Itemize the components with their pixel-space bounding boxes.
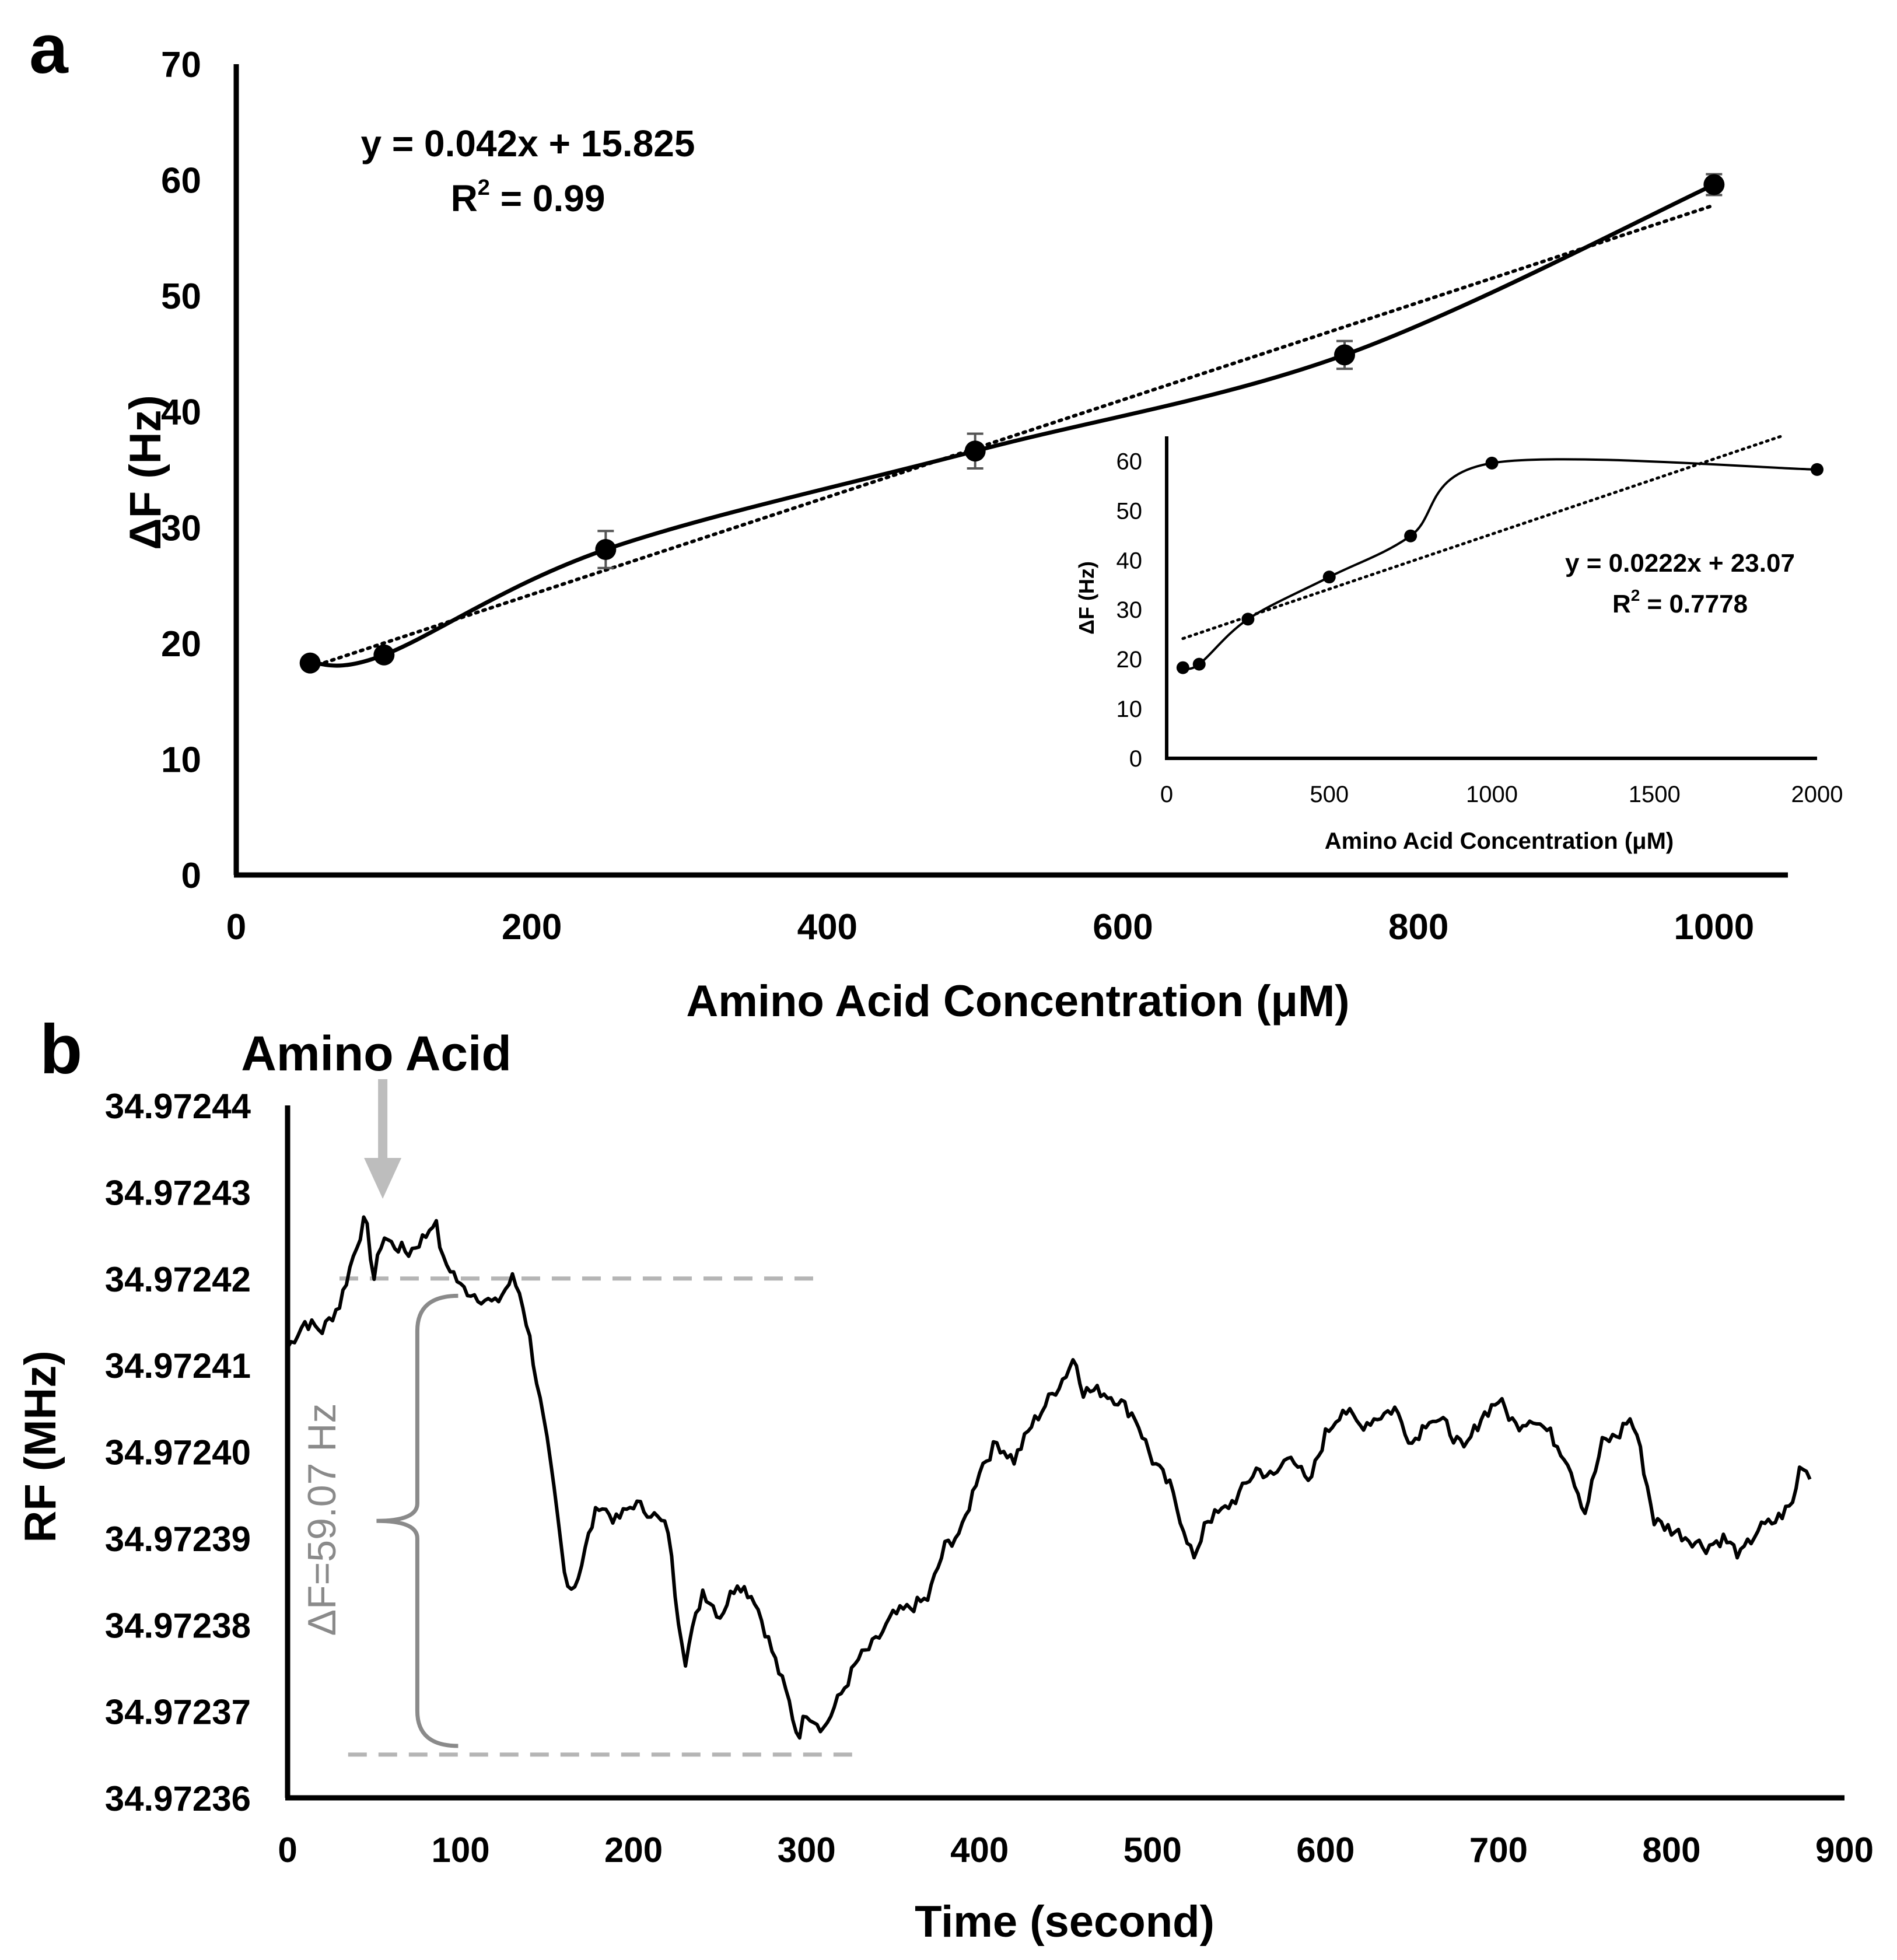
inset-ytick-label: 50 xyxy=(1116,498,1143,524)
inset-ytick-label: 40 xyxy=(1116,548,1143,573)
chart-a-xtick-label: 800 xyxy=(1388,907,1448,947)
chart-b-xtick-label: 200 xyxy=(604,1831,663,1870)
chart-b-xtick-label: 400 xyxy=(950,1831,1009,1870)
inset-ytick-label: 60 xyxy=(1116,449,1143,474)
inset-axes xyxy=(1165,436,1817,760)
inset-point xyxy=(1322,570,1336,584)
chart-a-point xyxy=(299,652,321,674)
chart-a-ytick-label: 0 xyxy=(181,856,201,896)
chart-b-series-line xyxy=(286,1215,1812,1740)
chart-b-ytick-label: 34.97241 xyxy=(105,1346,251,1385)
inset-xlabel: Amino Acid Concentration (μM) xyxy=(1325,828,1674,854)
chart-a-point xyxy=(1334,344,1355,366)
chart-b: 34.97236 34.97237 34.97238 34.97239 34.97240… xyxy=(16,1026,1874,1947)
inset-point xyxy=(1811,463,1824,476)
chart-b-tick-labels: 34.97236 34.97237 34.97238 34.97239 34.97240… xyxy=(105,1087,1874,1870)
chart-a-ytick-label: 70 xyxy=(161,45,201,85)
chart-b-ytick-label: 34.97239 xyxy=(105,1520,251,1559)
chart-b-ytick-label: 34.97244 xyxy=(105,1087,251,1126)
inset-xtick-label: 1000 xyxy=(1466,782,1518,807)
chart-b-xtick-label: 900 xyxy=(1815,1831,1874,1870)
inset-point xyxy=(1192,657,1206,671)
inset-xtick-label: 500 xyxy=(1310,782,1349,807)
chart-b-ytick-label: 34.97243 xyxy=(105,1173,251,1212)
panel-label-a: a xyxy=(29,10,69,88)
chart-b-xtick-label: 100 xyxy=(432,1831,490,1870)
inset-series-line xyxy=(1182,458,1818,670)
chart-b-xtick-label: 800 xyxy=(1642,1831,1700,1870)
chart-a-axes xyxy=(233,64,1788,878)
chart-b-xtick-label: 700 xyxy=(1469,1831,1528,1870)
chart-b-arrow-icon xyxy=(364,1079,402,1199)
chart-a-ytick-label: 10 xyxy=(161,740,201,780)
inset-ytick-label: 30 xyxy=(1116,597,1143,623)
chart-a-point xyxy=(1703,174,1725,195)
chart-b-reference-lines xyxy=(339,1276,859,1757)
chart-a-curve xyxy=(310,183,1715,668)
panel-label-b: b xyxy=(40,1010,82,1088)
chart-a-xlabel: Amino Acid Concentration (μM) xyxy=(686,977,1349,1026)
chart-a-ytick-label: 40 xyxy=(161,393,201,433)
inset-trendline xyxy=(1181,433,1786,640)
chart-a-ytick-label: 60 xyxy=(161,161,201,201)
inset-xtick-label: 1500 xyxy=(1629,782,1681,807)
chart-a-error-bars xyxy=(302,173,1723,670)
inset-ytick-label: 10 xyxy=(1116,696,1143,722)
chart-a-ylabel: ΔF (Hz) xyxy=(121,395,170,550)
inset-point xyxy=(1176,661,1189,674)
inset-tick-labels: 0 10 20 30 40 50 60 0 500 1000 1500 2000 xyxy=(1116,449,1843,807)
chart-a-trend-line xyxy=(308,203,1716,670)
chart-b-ylabel: RF (MHz) xyxy=(16,1350,65,1542)
chart-a-xtick-label: 200 xyxy=(502,907,562,947)
inset-point xyxy=(1241,612,1255,626)
chart-a-r2: R2 = 0.99 xyxy=(451,176,606,219)
inset-r2: R2 = 0.7778 xyxy=(1612,586,1748,618)
chart-b-ytick-label: 34.97238 xyxy=(105,1606,251,1645)
chart-a-equation: y = 0.042x + 15.825 xyxy=(361,123,695,164)
inset-point xyxy=(1404,529,1418,542)
chart-a-xtick-label: 400 xyxy=(797,907,858,947)
chart-b-xtick-label: 300 xyxy=(778,1831,836,1870)
chart-a-point xyxy=(964,440,986,462)
chart-b-xtick-label: 500 xyxy=(1124,1831,1182,1870)
chart-b-ytick-label: 34.97236 xyxy=(105,1779,251,1818)
inset-xtick-label: 0 xyxy=(1160,782,1173,807)
chart-a-ytick-label: 50 xyxy=(161,276,201,317)
inset-ytick-label: 0 xyxy=(1129,746,1142,772)
chart-b-series xyxy=(286,1215,1812,1740)
inset-equation: y = 0.0222x + 23.07 xyxy=(1565,549,1795,578)
chart-a-xtick-label: 1000 xyxy=(1674,907,1754,947)
chart-b-arrow-label: Amino Acid xyxy=(241,1026,512,1081)
chart-a-point xyxy=(373,644,395,666)
chart-a-series-line xyxy=(310,183,1715,668)
chart-a-points xyxy=(299,174,1725,674)
inset-points xyxy=(1176,456,1824,674)
chart-a-xtick-label: 0 xyxy=(226,907,246,947)
chart-a-xtick-label: 600 xyxy=(1093,907,1153,947)
chart-a-point xyxy=(595,539,617,561)
inset-ylabel: ΔF (Hz) xyxy=(1074,561,1098,635)
inset-point xyxy=(1485,456,1499,470)
chart-a-inset: 0 10 20 30 40 50 60 0 500 1000 1500 2000 y = 0.0222… xyxy=(1074,433,1843,854)
chart-b-xtick-label: 0 xyxy=(278,1831,297,1870)
chart-b-xtick-label: 600 xyxy=(1296,1831,1354,1870)
chart-a-ytick-label: 20 xyxy=(161,624,201,664)
chart-b-xlabel: Time (second) xyxy=(915,1897,1214,1947)
inset-trend-line xyxy=(1181,433,1786,640)
chart-b-ytick-label: 34.97240 xyxy=(105,1433,251,1472)
chart-b-ytick-label: 34.97237 xyxy=(105,1693,251,1732)
chart-b-axes xyxy=(285,1105,1845,1801)
chart-b-annotations xyxy=(364,1079,459,1748)
inset-curve xyxy=(1182,458,1818,670)
chart-b-ytick-label: 34.97242 xyxy=(105,1260,251,1299)
inset-ytick-label: 20 xyxy=(1116,647,1143,673)
chart-b-delta-brace xyxy=(376,1293,459,1748)
inset-xtick-label: 2000 xyxy=(1791,782,1843,807)
chart-b-delta-label: ΔF=59.07 Hz xyxy=(300,1404,344,1636)
chart-a-trendline xyxy=(308,203,1716,670)
chart-a-ytick-label: 30 xyxy=(161,508,201,548)
